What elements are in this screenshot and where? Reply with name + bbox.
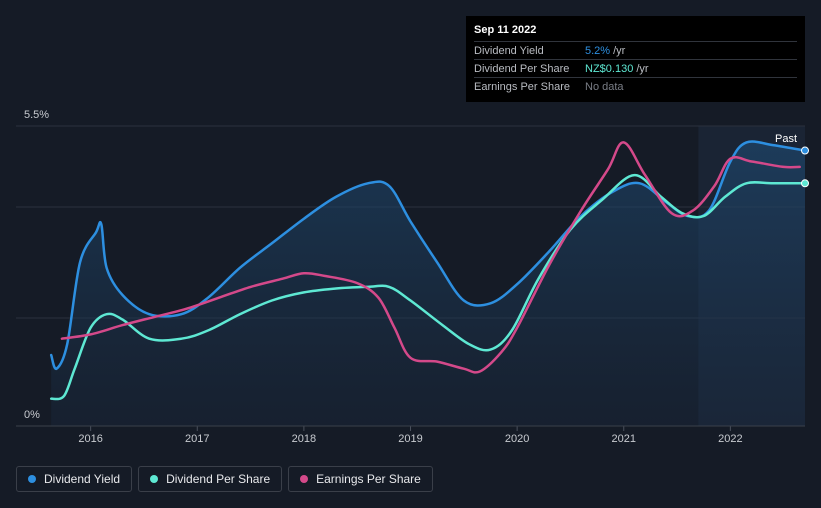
tooltip-value: NZ$0.130 <box>585 62 634 75</box>
tooltip-label: Dividend Yield <box>474 44 544 57</box>
dividend-yield-end-marker <box>801 146 809 155</box>
x-tick-label: 2019 <box>398 433 422 445</box>
x-tick-label: 2016 <box>78 433 102 445</box>
tooltip-row-dividend-yield: Dividend Yield 5.2% /yr <box>474 41 797 59</box>
x-tick-label: 2020 <box>505 433 529 445</box>
tooltip-row-dividend-per-share: Dividend Per Share NZ$0.130 /yr <box>474 59 797 77</box>
series-lines <box>49 140 807 401</box>
earnings-per-share-line <box>60 141 801 374</box>
legend-label: Dividend Yield <box>44 472 121 486</box>
x-tick-label: 2017 <box>185 433 209 445</box>
tooltip-unit: /yr <box>636 62 649 75</box>
legend-label: Dividend Per Share <box>166 472 271 486</box>
x-tick-label: 2021 <box>612 433 636 445</box>
tooltip-value: No data <box>585 80 624 93</box>
tooltip-label: Earnings Per Share <box>474 80 570 93</box>
tooltip-unit: /yr <box>613 44 626 57</box>
legend-dot-icon <box>150 475 159 483</box>
x-tick-label: 2022 <box>718 433 742 445</box>
series-end-markers <box>801 146 809 188</box>
tooltip-date: Sep 11 2022 <box>474 24 537 36</box>
tooltip-value: 5.2% <box>585 44 611 57</box>
legend-label: Earnings Per Share <box>316 472 421 486</box>
legend: Dividend Yield Dividend Per Share Earnin… <box>16 466 433 492</box>
x-axis-ticks: 2016 2017 2018 2019 2020 2021 2022 <box>16 425 805 445</box>
past-label: Past <box>775 133 797 145</box>
x-tick-label: 2018 <box>292 433 316 445</box>
tooltip-panel: Sep 11 2022 Dividend Yield 5.2% /yr Divi… <box>466 16 805 102</box>
tooltip-label: Dividend Per Share <box>474 62 570 75</box>
tooltip-row-earnings-per-share: Earnings Per Share No data <box>474 77 797 95</box>
y-tick-label-bottom: 0% <box>24 409 40 421</box>
y-tick-label-top: 5.5% <box>24 109 49 121</box>
legend-dot-icon <box>28 475 36 483</box>
legend-item-dividend-yield[interactable]: Dividend Yield <box>16 466 133 492</box>
dividend-per-share-line <box>49 173 807 401</box>
dividend-yield-area <box>51 141 805 426</box>
legend-item-dividend-per-share[interactable]: Dividend Per Share <box>138 466 283 492</box>
legend-item-earnings-per-share[interactable]: Earnings Per Share <box>288 466 433 492</box>
legend-dot-icon <box>300 475 309 483</box>
dividend-per-share-end-marker <box>801 179 809 188</box>
